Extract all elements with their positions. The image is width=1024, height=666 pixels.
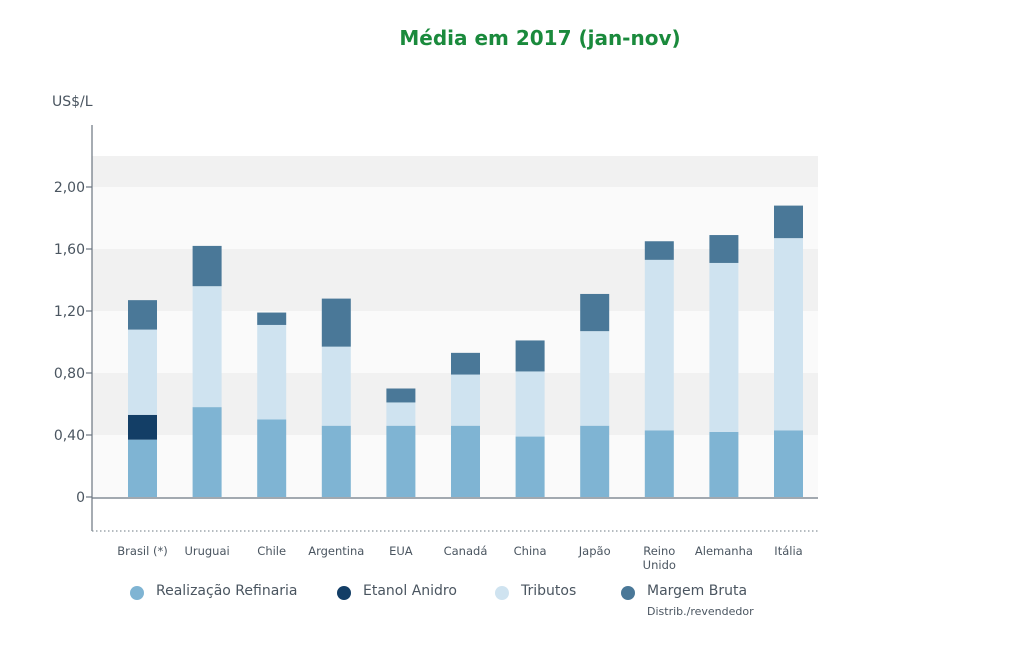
y-tick-label: 0,40: [54, 428, 85, 444]
bar-stack: [321, 298, 351, 497]
bar-segment-tributos: [709, 262, 739, 432]
y-tick-label: 0,80: [54, 366, 85, 382]
legend-label: Etanol Anidro: [363, 583, 457, 599]
bar-segment-margem-bruta: [709, 235, 739, 263]
chart-axes: [91, 125, 818, 532]
bar-segment-margem-bruta: [321, 298, 351, 347]
bar-segment-margem-bruta: [257, 312, 287, 325]
bar-stack: [257, 312, 287, 497]
y-tick-label: 0: [76, 490, 85, 506]
bar-segment-tributos: [580, 331, 610, 426]
legend-label: Realização Refinaria: [156, 583, 298, 599]
bar-stack: [644, 241, 674, 497]
bar-segment-margem-bruta: [644, 241, 674, 260]
bar-segment-margem-bruta: [192, 245, 222, 287]
legend-swatch: [621, 586, 635, 600]
bar-segment-realiza-o-refinaria: [257, 419, 287, 497]
y-axis-label: US$/L: [52, 94, 93, 110]
bar-segment-tributos: [386, 402, 416, 426]
bar-segment-realiza-o-refinaria: [774, 430, 803, 497]
bar-stack: [386, 388, 416, 497]
bar-segment-tributos: [257, 324, 287, 420]
legend-sublabel: Distrib./revendedor: [647, 605, 754, 618]
x-tick-label: EUA: [389, 544, 413, 558]
bar-stack: [709, 235, 739, 497]
bar-segment-realiza-o-refinaria: [580, 425, 610, 497]
x-tick-labels: Brasil (*) Uruguai Chile Argentina EUA Canadá…: [117, 544, 802, 572]
bar-segment-realiza-o-refinaria: [515, 436, 545, 497]
bar-segment-margem-bruta: [580, 293, 610, 332]
bar-stack: [515, 340, 545, 497]
bar-segment-tributos: [192, 286, 222, 408]
bar-segment-realiza-o-refinaria: [192, 407, 222, 497]
y-tick-label: 1,60: [54, 242, 85, 258]
bar-segment-tributos: [774, 238, 803, 431]
y-tick-label: 1,20: [54, 304, 85, 320]
bar-segment-realiza-o-refinaria: [321, 425, 351, 497]
bar-segment-realiza-o-refinaria: [709, 431, 739, 497]
y-tick-labels: 0 0,40 0,80 1,20 1,60 2,00: [54, 180, 92, 506]
bar-segment-realiza-o-refinaria: [451, 425, 480, 497]
x-tick-label: Canadá: [444, 544, 488, 558]
bars: [128, 205, 803, 497]
x-tick-label: Alemanha: [695, 544, 753, 558]
legend-swatch: [337, 586, 351, 600]
bar-segment-margem-bruta: [451, 352, 480, 375]
bar-stack: [192, 245, 222, 497]
bar-stack: [774, 205, 803, 497]
x-tick-label: Brasil (*): [117, 544, 167, 558]
x-tick-label: Chile: [257, 544, 286, 558]
x-tick-label: Itália: [774, 544, 802, 558]
chart-title: Média em 2017 (jan-nov): [399, 26, 681, 50]
bar-segment-margem-bruta: [128, 300, 157, 330]
grid-band: [92, 156, 818, 187]
bar-segment-realiza-o-refinaria: [128, 439, 157, 497]
legend-label: Margem Bruta: [647, 583, 748, 599]
x-tick-label: Reino Unido: [643, 544, 676, 572]
bar-segment-margem-bruta: [515, 340, 545, 372]
legend-label: Tributos: [521, 583, 577, 599]
x-tick-label: Uruguai: [184, 544, 229, 558]
legend-swatch: [130, 586, 144, 600]
bar-segment-tributos: [128, 329, 157, 415]
grid-band: [92, 187, 818, 249]
y-tick-label: 2,00: [54, 180, 85, 196]
bar-segment-etanol-anidro: [128, 414, 157, 440]
bar-segment-realiza-o-refinaria: [386, 425, 416, 497]
bar-segment-tributos: [321, 346, 351, 426]
bar-segment-tributos: [644, 259, 674, 431]
bar-stack: [580, 293, 610, 497]
x-tick-label: Japão: [578, 544, 611, 558]
x-tick-label: China: [514, 544, 547, 558]
legend-swatch: [495, 586, 509, 600]
bar-segment-realiza-o-refinaria: [644, 430, 674, 497]
bar-stack: [451, 352, 480, 497]
bar-segment-tributos: [451, 374, 480, 426]
bar-stack: [128, 300, 157, 497]
bar-segment-margem-bruta: [774, 205, 803, 239]
bar-segment-margem-bruta: [386, 388, 416, 403]
x-tick-label: Argentina: [308, 544, 364, 558]
bar-segment-tributos: [515, 371, 545, 437]
